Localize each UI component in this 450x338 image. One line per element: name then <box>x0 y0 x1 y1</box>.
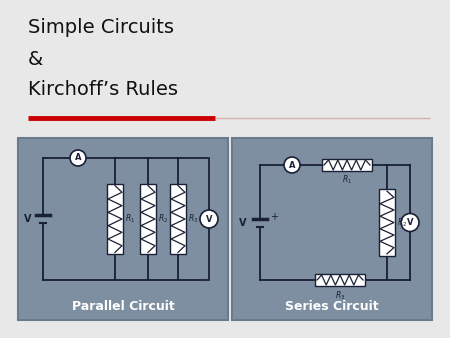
Bar <box>18 138 228 320</box>
Bar <box>140 184 156 255</box>
Bar <box>322 159 372 171</box>
Text: $R_1$: $R_1$ <box>342 174 352 187</box>
Circle shape <box>284 157 300 173</box>
Text: Simple Circuits: Simple Circuits <box>28 18 174 37</box>
Bar <box>232 138 432 320</box>
Text: $R_2$: $R_2$ <box>158 213 168 225</box>
Text: $R_3$: $R_3$ <box>188 213 198 225</box>
Text: $R_2$: $R_2$ <box>397 216 407 229</box>
Circle shape <box>70 150 86 166</box>
Text: A: A <box>75 153 81 163</box>
Text: V: V <box>407 218 413 227</box>
Bar <box>107 184 123 255</box>
Text: Series Circuit: Series Circuit <box>285 299 379 313</box>
Text: A: A <box>289 161 295 169</box>
Text: $R_1$: $R_1$ <box>125 213 135 225</box>
Bar <box>315 274 365 286</box>
Circle shape <box>200 210 218 228</box>
Circle shape <box>401 214 419 232</box>
Text: Parallel Circuit: Parallel Circuit <box>72 299 175 313</box>
Text: V: V <box>23 214 31 224</box>
Text: V: V <box>238 217 246 227</box>
Bar <box>170 184 186 255</box>
Text: &: & <box>28 50 43 69</box>
Text: +: + <box>270 212 278 221</box>
Text: Kirchoff’s Rules: Kirchoff’s Rules <box>28 80 178 99</box>
Text: $R_3$: $R_3$ <box>335 289 345 301</box>
Text: V: V <box>206 215 212 223</box>
Bar <box>379 189 395 256</box>
